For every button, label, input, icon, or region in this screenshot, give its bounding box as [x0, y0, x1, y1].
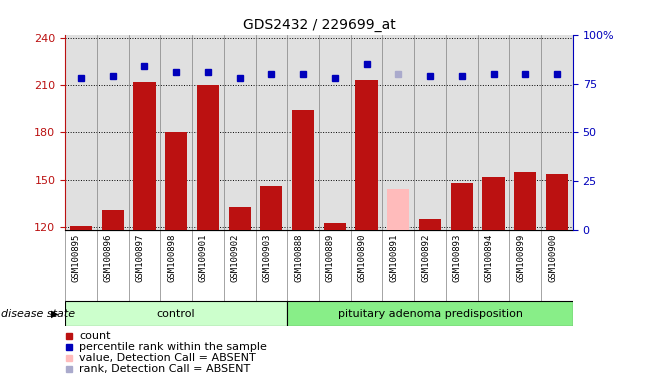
Bar: [355, 80, 378, 230]
Bar: [197, 85, 219, 230]
Text: GSM100895: GSM100895: [72, 234, 81, 282]
Text: GSM100898: GSM100898: [167, 234, 176, 282]
Bar: [324, 222, 346, 230]
Text: pituitary adenoma predisposition: pituitary adenoma predisposition: [338, 309, 523, 319]
Text: GSM100891: GSM100891: [389, 234, 398, 282]
Text: percentile rank within the sample: percentile rank within the sample: [79, 342, 267, 352]
Text: GSM100896: GSM100896: [104, 234, 113, 282]
Bar: [102, 210, 124, 230]
Text: GSM100901: GSM100901: [199, 234, 208, 282]
Bar: [260, 186, 283, 230]
Text: GSM100900: GSM100900: [548, 234, 557, 282]
Text: GSM100897: GSM100897: [135, 234, 145, 282]
Text: disease state: disease state: [1, 309, 76, 319]
Text: GSM100888: GSM100888: [294, 234, 303, 282]
Bar: [419, 219, 441, 230]
Bar: [482, 177, 505, 230]
Bar: [387, 189, 409, 230]
Text: GSM100899: GSM100899: [516, 234, 525, 282]
Text: GSM100893: GSM100893: [453, 234, 462, 282]
Bar: [546, 174, 568, 230]
Bar: [229, 207, 251, 230]
Text: value, Detection Call = ABSENT: value, Detection Call = ABSENT: [79, 353, 256, 363]
Text: rank, Detection Call = ABSENT: rank, Detection Call = ABSENT: [79, 364, 251, 374]
Text: count: count: [79, 331, 111, 341]
Text: control: control: [157, 309, 195, 319]
Bar: [514, 172, 536, 230]
Bar: [450, 183, 473, 230]
Bar: [165, 132, 187, 230]
Bar: [65, 301, 287, 326]
Text: GSM100902: GSM100902: [230, 234, 240, 282]
Text: GSM100903: GSM100903: [262, 234, 271, 282]
Text: GSM100894: GSM100894: [484, 234, 493, 282]
Text: GSM100892: GSM100892: [421, 234, 430, 282]
Bar: [133, 82, 156, 230]
Text: ▶: ▶: [51, 309, 59, 319]
Bar: [287, 301, 573, 326]
Bar: [70, 226, 92, 230]
Text: GSM100889: GSM100889: [326, 234, 335, 282]
Text: GSM100890: GSM100890: [357, 234, 367, 282]
Title: GDS2432 / 229699_at: GDS2432 / 229699_at: [243, 18, 395, 32]
Bar: [292, 110, 314, 230]
